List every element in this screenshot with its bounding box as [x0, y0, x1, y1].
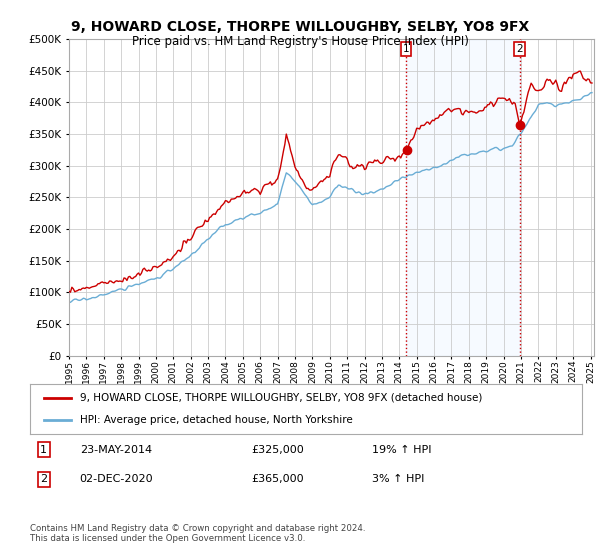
Text: 1: 1 [40, 445, 47, 455]
Text: £325,000: £325,000 [251, 445, 304, 455]
Text: 2: 2 [40, 474, 47, 484]
Text: 02-DEC-2020: 02-DEC-2020 [80, 474, 154, 484]
Text: Price paid vs. HM Land Registry's House Price Index (HPI): Price paid vs. HM Land Registry's House … [131, 35, 469, 48]
Text: 3% ↑ HPI: 3% ↑ HPI [372, 474, 425, 484]
Text: 9, HOWARD CLOSE, THORPE WILLOUGHBY, SELBY, YO8 9FX (detached house): 9, HOWARD CLOSE, THORPE WILLOUGHBY, SELB… [80, 393, 482, 403]
Text: 9, HOWARD CLOSE, THORPE WILLOUGHBY, SELBY, YO8 9FX: 9, HOWARD CLOSE, THORPE WILLOUGHBY, SELB… [71, 20, 529, 34]
Text: 23-MAY-2014: 23-MAY-2014 [80, 445, 152, 455]
Text: Contains HM Land Registry data © Crown copyright and database right 2024.
This d: Contains HM Land Registry data © Crown c… [30, 524, 365, 543]
Text: £365,000: £365,000 [251, 474, 304, 484]
Text: 19% ↑ HPI: 19% ↑ HPI [372, 445, 432, 455]
Text: HPI: Average price, detached house, North Yorkshire: HPI: Average price, detached house, Nort… [80, 416, 352, 426]
Text: 1: 1 [403, 44, 409, 54]
Text: 2: 2 [516, 44, 523, 54]
Bar [406, 39, 520, 356]
